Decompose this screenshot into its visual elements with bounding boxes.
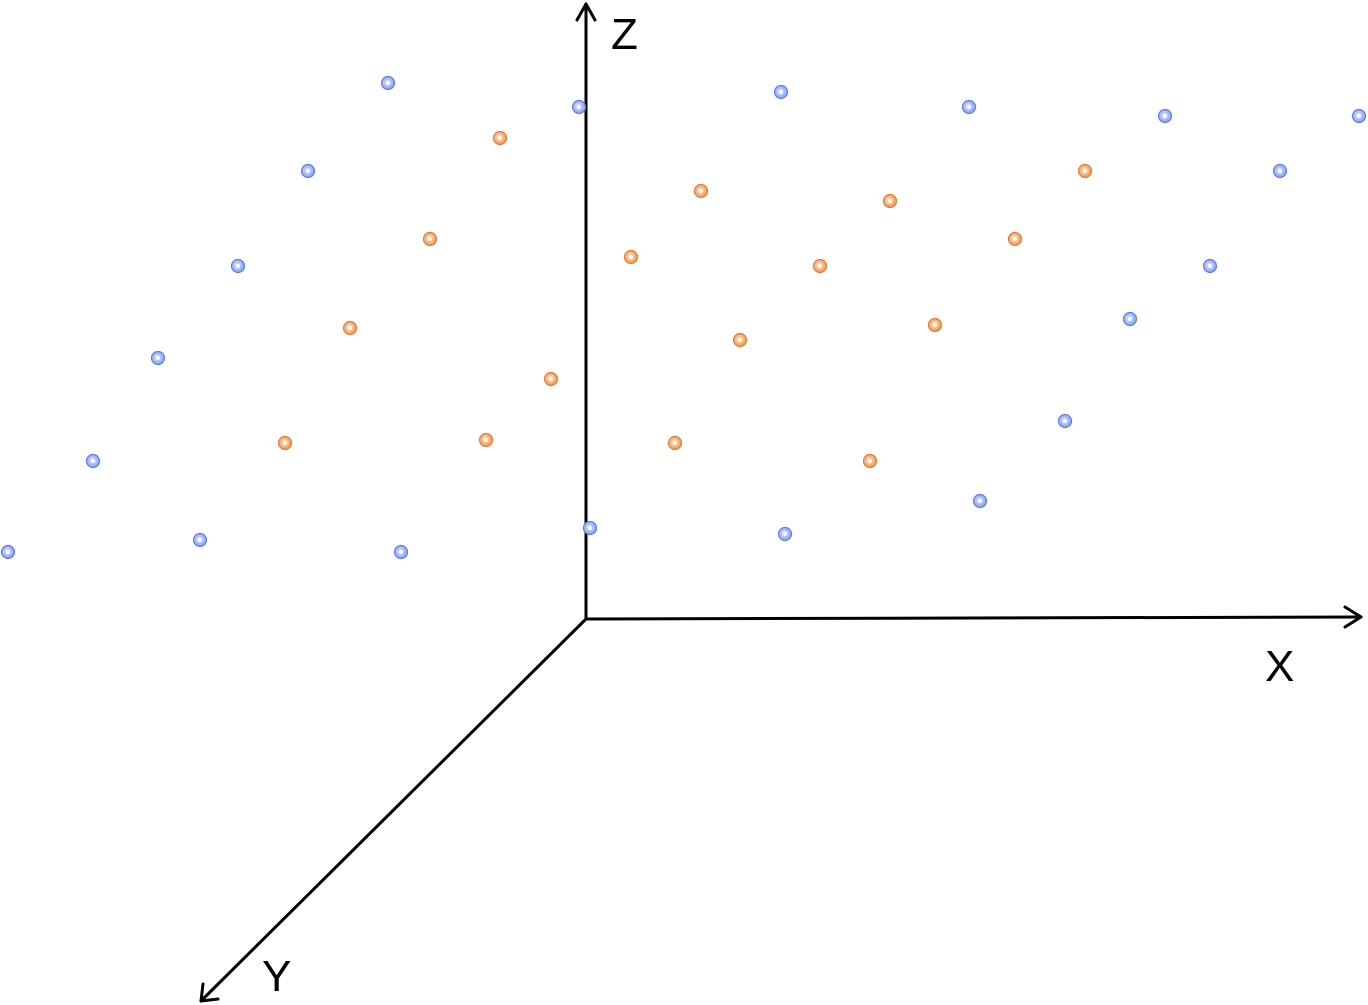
orange-point [884, 195, 897, 208]
orange-point [864, 455, 877, 468]
orange-point [480, 434, 493, 447]
blue-point-highlight [1128, 317, 1132, 321]
blue-point-highlight [1208, 264, 1212, 268]
blue-point [584, 522, 597, 535]
blue-point-highlight [1063, 419, 1067, 423]
blue-point [395, 546, 408, 559]
blue-point-highlight [236, 264, 240, 268]
orange-point [1079, 165, 1092, 178]
orange-point-highlight [673, 441, 677, 445]
blue-point [1159, 110, 1172, 123]
blue-point-highlight [1278, 169, 1282, 173]
blue-point [302, 165, 315, 178]
blue-point-highlight [156, 356, 160, 360]
orange-point-highlight [549, 377, 553, 381]
orange-point [1009, 233, 1022, 246]
blue-point-highlight [967, 105, 971, 109]
blue-point [779, 528, 792, 541]
points-layer [2, 77, 1366, 559]
x-axis-line [586, 617, 1361, 619]
axes: Z X Y [201, 4, 1361, 1001]
orange-point-highlight [699, 189, 703, 193]
blue-point [232, 260, 245, 273]
blue-point [2, 546, 15, 559]
orange-point [344, 322, 357, 335]
z-axis-label: Z [611, 10, 638, 59]
orange-point-highlight [428, 237, 432, 241]
orange-point-highlight [498, 136, 502, 140]
orange-point-highlight [868, 459, 872, 463]
orange-point [494, 132, 507, 145]
blue-point [382, 77, 395, 90]
blue-point [963, 101, 976, 114]
y-axis-line [201, 619, 586, 1001]
orange-point-highlight [1013, 237, 1017, 241]
blue-point [775, 86, 788, 99]
y-axis-label: Y [262, 952, 291, 1001]
blue-point-highlight [588, 526, 592, 530]
blue-point [1204, 260, 1217, 273]
blue-point [1353, 110, 1366, 123]
orange-point-highlight [283, 441, 287, 445]
blue-point-highlight [306, 169, 310, 173]
blue-point-highlight [91, 459, 95, 463]
blue-point [194, 534, 207, 547]
x-axis-label: X [1265, 642, 1294, 691]
blue-point-highlight [1357, 114, 1361, 118]
orange-point [424, 233, 437, 246]
orange-point-highlight [818, 264, 822, 268]
orange-point [929, 319, 942, 332]
blue-point-highlight [198, 538, 202, 542]
blue-point-highlight [779, 90, 783, 94]
blue-point-highlight [577, 105, 581, 109]
blue-point [1274, 165, 1287, 178]
blue-point-highlight [399, 550, 403, 554]
orange-point [669, 437, 682, 450]
blue-point-highlight [783, 532, 787, 536]
orange-point [545, 373, 558, 386]
blue-point [573, 101, 586, 114]
orange-point [279, 437, 292, 450]
orange-point-highlight [348, 326, 352, 330]
orange-point [814, 260, 827, 273]
blue-point [1059, 415, 1072, 428]
blue-point [1124, 313, 1137, 326]
orange-point-highlight [484, 438, 488, 442]
orange-point [695, 185, 708, 198]
blue-point [152, 352, 165, 365]
blue-point [974, 495, 987, 508]
blue-point-highlight [978, 499, 982, 503]
blue-point-highlight [6, 550, 10, 554]
blue-point-highlight [1163, 114, 1167, 118]
blue-point [87, 455, 100, 468]
orange-point-highlight [1083, 169, 1087, 173]
orange-point [625, 251, 638, 264]
orange-point-highlight [933, 323, 937, 327]
orange-point [734, 334, 747, 347]
orange-point-highlight [738, 338, 742, 342]
orange-point-highlight [888, 199, 892, 203]
blue-point-highlight [386, 81, 390, 85]
orange-point-highlight [629, 255, 633, 259]
